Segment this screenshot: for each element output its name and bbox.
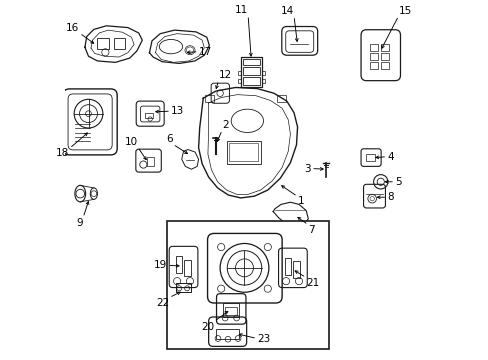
Text: 1: 1 [297, 197, 304, 207]
Text: 18: 18 [56, 148, 69, 158]
Text: 11: 11 [234, 5, 247, 15]
Bar [167, 221, 328, 348]
Text: 14: 14 [280, 6, 293, 16]
Bar [366, 154, 375, 161]
Bar [243, 77, 259, 85]
Text: 10: 10 [124, 137, 137, 147]
Text: 15: 15 [398, 6, 411, 16]
Bar [261, 79, 264, 83]
Bar [243, 67, 259, 75]
Bar [97, 39, 109, 49]
Bar [369, 44, 377, 51]
Text: 22: 22 [156, 298, 169, 308]
Bar [224, 307, 237, 315]
Text: 16: 16 [66, 23, 80, 33]
Text: 5: 5 [394, 177, 401, 187]
Text: 20: 20 [201, 321, 214, 332]
Bar [229, 143, 257, 161]
Text: 9: 9 [76, 218, 83, 228]
Bar [226, 140, 260, 164]
Bar [285, 258, 291, 275]
Bar [184, 260, 190, 276]
Text: 2: 2 [222, 120, 228, 130]
Text: 23: 23 [257, 333, 270, 343]
Bar [223, 303, 239, 317]
Bar [241, 57, 261, 87]
Bar [113, 39, 125, 49]
Text: 17: 17 [198, 46, 211, 57]
Bar [215, 329, 239, 339]
Bar [261, 71, 264, 75]
Text: 21: 21 [305, 278, 319, 288]
Bar [380, 62, 388, 69]
Bar [369, 53, 377, 60]
Text: 3: 3 [304, 163, 310, 174]
Bar [175, 283, 190, 292]
Bar [147, 157, 154, 166]
Bar [238, 79, 241, 83]
Bar [238, 71, 241, 75]
Text: 13: 13 [171, 106, 184, 116]
Bar [380, 53, 388, 60]
Text: 6: 6 [166, 134, 172, 144]
Text: 19: 19 [154, 260, 167, 270]
Bar [276, 95, 285, 102]
Text: 8: 8 [386, 192, 393, 202]
Text: 7: 7 [308, 225, 314, 235]
Bar [204, 95, 214, 102]
Bar [243, 59, 259, 65]
Bar [380, 44, 388, 51]
Bar [369, 62, 377, 69]
Text: 4: 4 [386, 152, 393, 162]
Bar [175, 256, 182, 273]
Text: 12: 12 [218, 70, 231, 80]
Bar [144, 113, 152, 118]
Bar [293, 261, 299, 278]
